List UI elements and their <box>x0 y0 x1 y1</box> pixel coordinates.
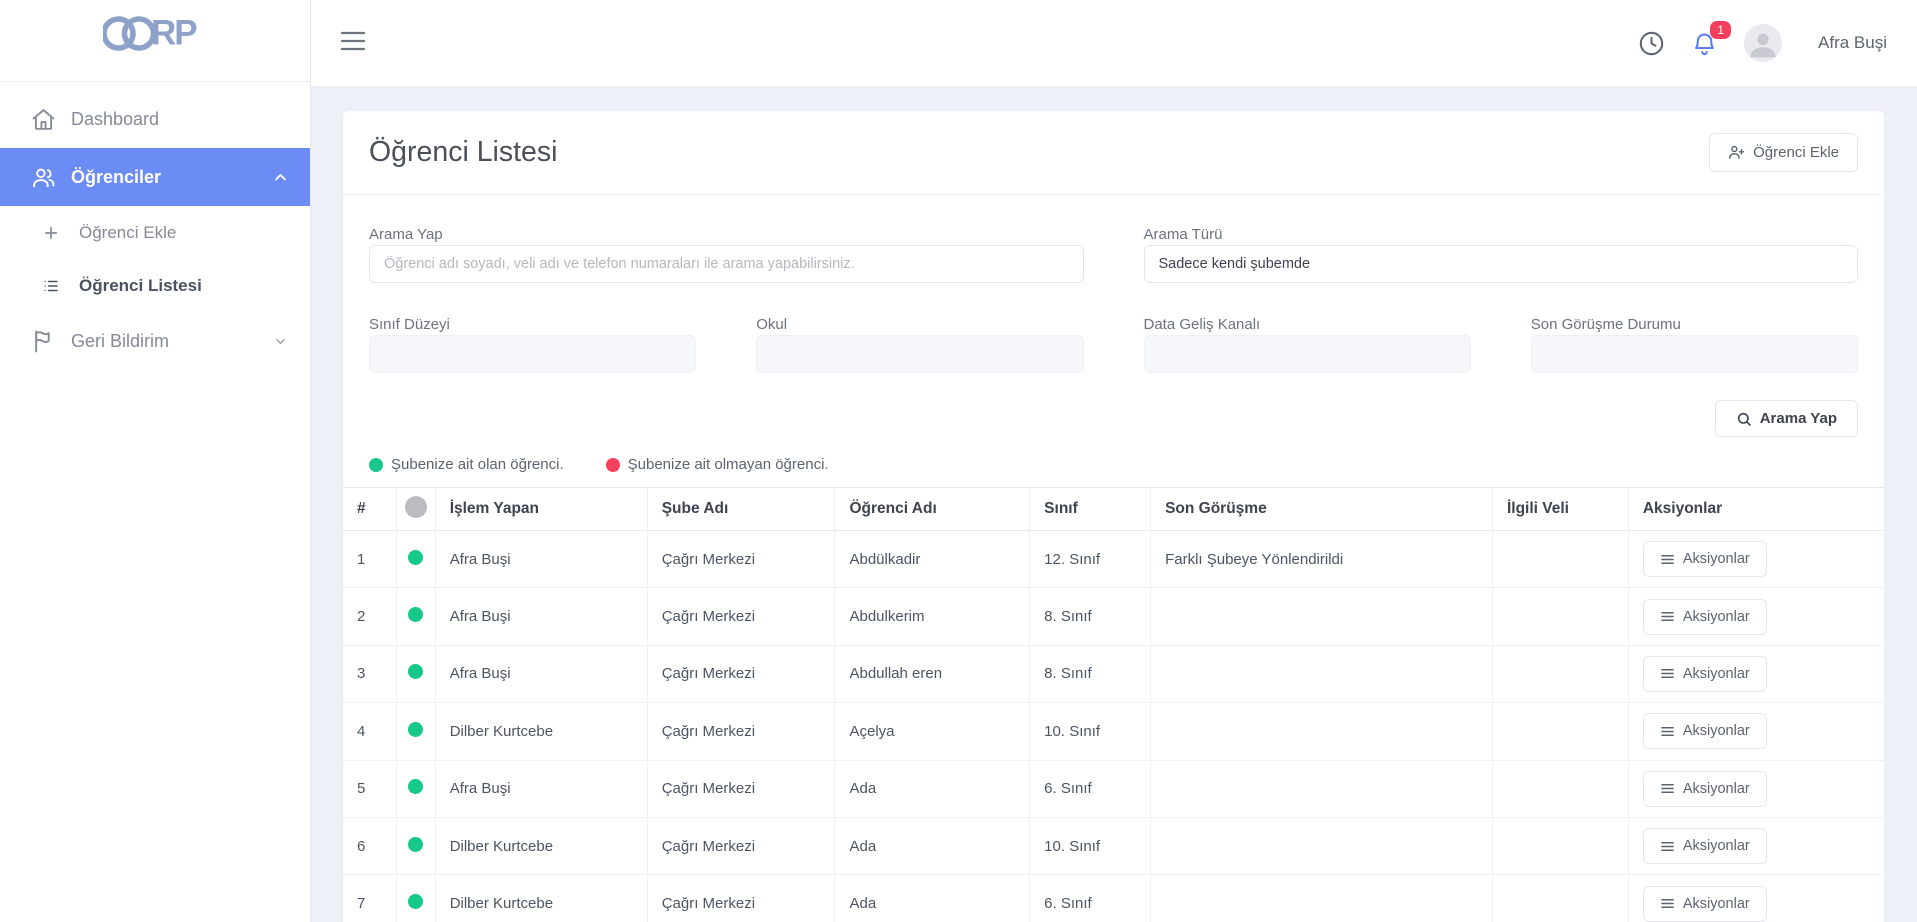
svg-text:RP: RP <box>151 13 197 52</box>
